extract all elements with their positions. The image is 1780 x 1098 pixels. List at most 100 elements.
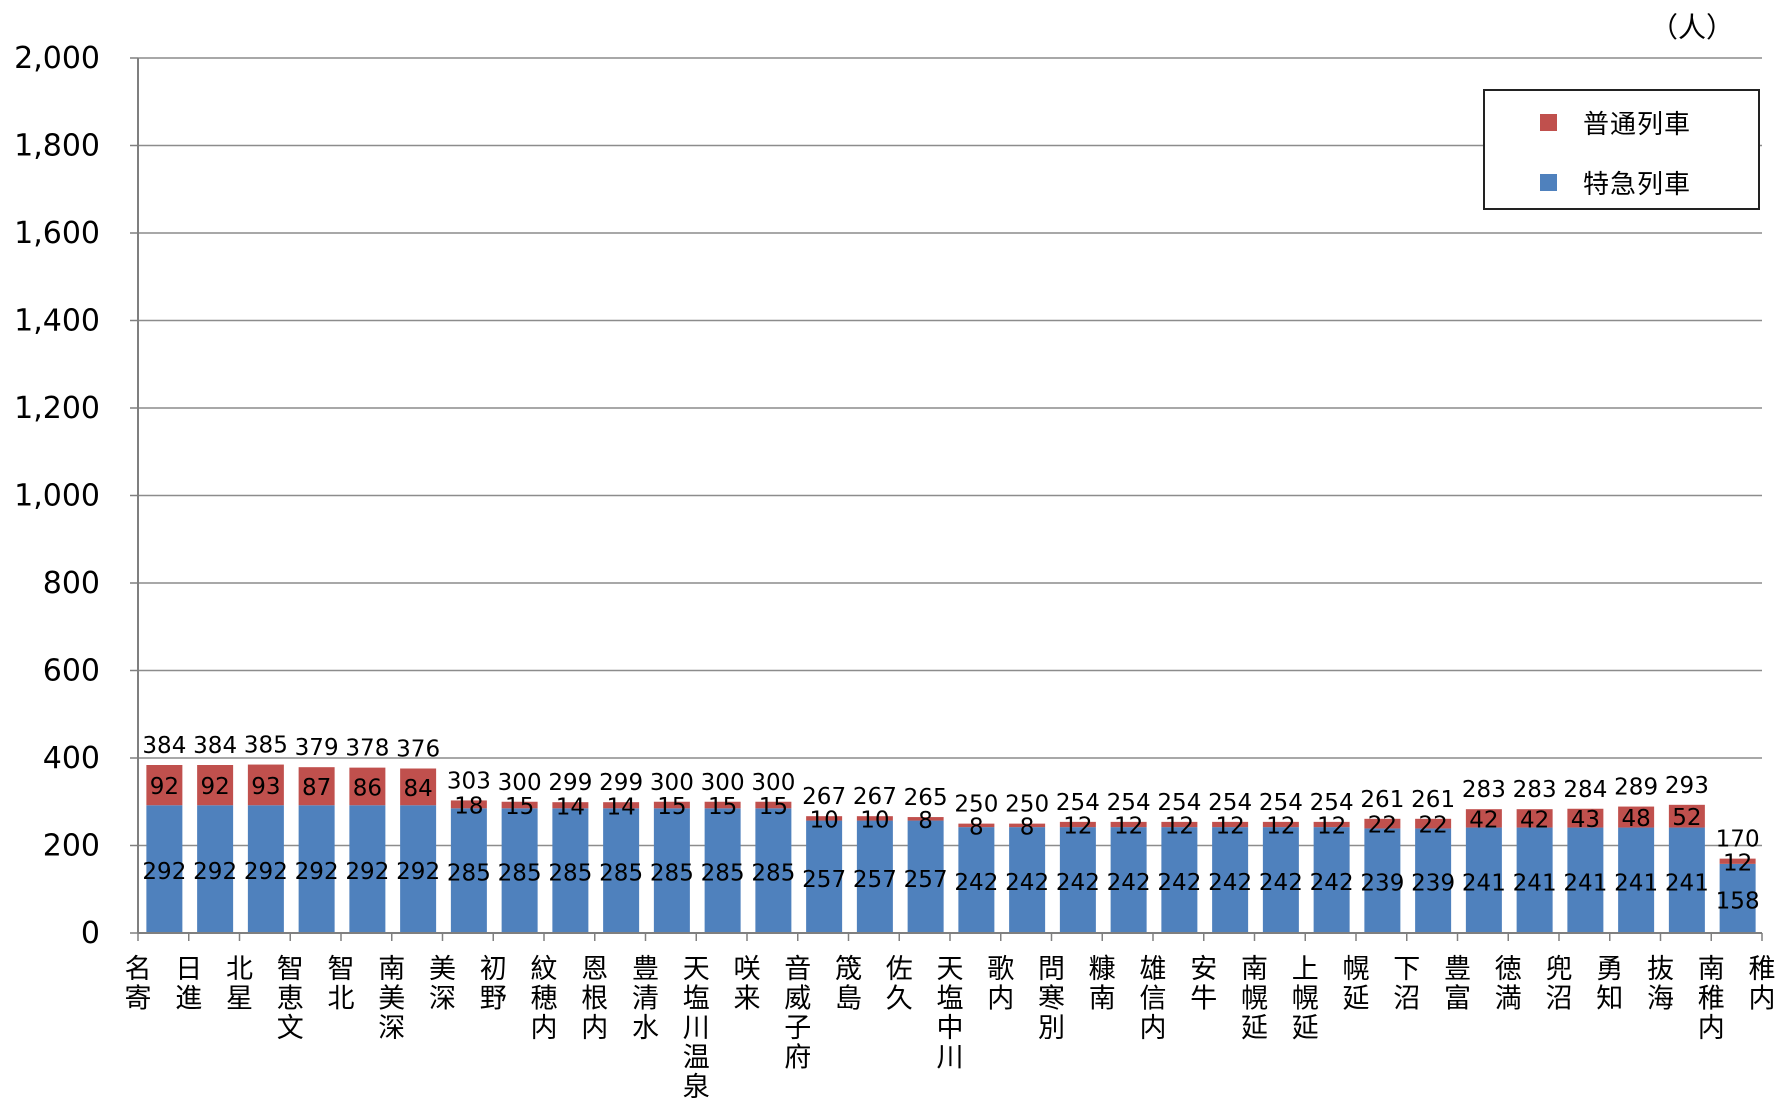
data-label-ordinary: 22 bbox=[1368, 813, 1397, 839]
data-label-ordinary: 52 bbox=[1672, 805, 1701, 831]
data-label-ordinary: 15 bbox=[657, 794, 686, 820]
x-category-label: 豊富 bbox=[1444, 954, 1471, 1015]
legend: 普通列車 特急列車 bbox=[1483, 89, 1760, 210]
x-category-label: 南幌延 bbox=[1241, 954, 1268, 1044]
x-category-label: 美深 bbox=[429, 954, 456, 1015]
data-label-ordinary: 18 bbox=[454, 793, 483, 819]
data-label-ordinary: 12 bbox=[1165, 814, 1194, 840]
bar-ordinary bbox=[146, 765, 183, 806]
data-label-total: 379 bbox=[295, 735, 339, 761]
bar-express bbox=[1212, 827, 1249, 933]
bar-express bbox=[1618, 827, 1655, 933]
legend-swatch-express bbox=[1540, 173, 1557, 191]
data-label-express: 242 bbox=[954, 870, 998, 896]
data-labels: 292 92 384 292 92 384 292 93 385 292 87 379 292 86 378… bbox=[142, 733, 1759, 915]
x-category-label: 智恵文 bbox=[277, 954, 304, 1044]
data-label-ordinary: 12 bbox=[1266, 814, 1295, 840]
bar-ordinary bbox=[247, 764, 284, 806]
bar-express bbox=[1059, 827, 1096, 933]
data-label-total: 254 bbox=[1107, 790, 1151, 816]
x-category-label: 幌延 bbox=[1343, 954, 1370, 1015]
y-tick-label: 0 bbox=[81, 916, 100, 951]
x-category-label: 恩根内 bbox=[581, 954, 608, 1044]
bar-ordinary bbox=[1415, 818, 1452, 829]
bar-ordinary bbox=[1059, 821, 1096, 828]
data-label-total: 303 bbox=[447, 768, 491, 794]
bar-express bbox=[958, 827, 995, 933]
x-category-label: 筬島 bbox=[835, 954, 862, 1015]
data-label-total: 261 bbox=[1411, 787, 1455, 813]
axes bbox=[137, 58, 1763, 941]
data-label-express: 241 bbox=[1462, 870, 1506, 896]
y-tick-label: 600 bbox=[43, 654, 100, 689]
data-label-total: 376 bbox=[396, 737, 440, 763]
bar-ordinary bbox=[653, 801, 690, 809]
bar-express bbox=[1262, 827, 1299, 933]
x-category-label: 勇知 bbox=[1596, 954, 1623, 1015]
data-label-total: 300 bbox=[751, 770, 795, 796]
bar-ordinary bbox=[907, 817, 944, 821]
x-category-label: 稚内 bbox=[1749, 954, 1776, 1015]
bar-ordinary bbox=[501, 801, 538, 809]
bar-express bbox=[552, 808, 589, 933]
data-label-ordinary: 12 bbox=[1215, 814, 1244, 840]
data-label-total: 293 bbox=[1665, 773, 1709, 799]
data-label-ordinary: 42 bbox=[1469, 807, 1498, 833]
data-label-express: 285 bbox=[548, 861, 592, 887]
data-label-total: 300 bbox=[701, 770, 745, 796]
data-label-total: 299 bbox=[548, 770, 592, 796]
data-label-ordinary: 10 bbox=[860, 807, 889, 833]
y-tick-labels: 0 200 400 600 800 1,000 1,200 1,400 1,600 1,800 2,… bbox=[14, 41, 100, 951]
bar-ordinary bbox=[298, 767, 335, 806]
data-label-total: 283 bbox=[1462, 777, 1506, 803]
data-label-ordinary: 14 bbox=[556, 794, 585, 820]
data-label-express: 292 bbox=[396, 859, 440, 885]
x-category-label: 兜沼 bbox=[1546, 954, 1573, 1015]
x-category-label: 智北 bbox=[328, 954, 355, 1015]
bar-express bbox=[653, 808, 690, 933]
x-category-label: 豊清水 bbox=[632, 954, 659, 1044]
x-category-label: 初野 bbox=[480, 954, 507, 1015]
data-label-total: 250 bbox=[954, 792, 998, 818]
data-label-ordinary: 12 bbox=[1317, 814, 1346, 840]
data-label-express: 239 bbox=[1411, 871, 1455, 897]
x-category-label: 上幌延 bbox=[1292, 954, 1319, 1044]
bar-express bbox=[1364, 828, 1401, 933]
data-label-ordinary: 12 bbox=[1114, 814, 1143, 840]
bar-express bbox=[755, 808, 792, 933]
x-category-label: 天塩川温泉 bbox=[683, 954, 710, 1098]
legend-item-ordinary: 普通列車 bbox=[1540, 105, 1692, 140]
bar-ordinary bbox=[1516, 809, 1553, 828]
x-category-label: 南稚内 bbox=[1698, 954, 1725, 1044]
data-label-total: 254 bbox=[1259, 790, 1303, 816]
y-tick-label: 1,000 bbox=[14, 479, 100, 514]
data-label-total: 254 bbox=[1310, 790, 1354, 816]
bar-express bbox=[400, 805, 437, 933]
data-label-express: 242 bbox=[1208, 870, 1252, 896]
y-tick-label: 400 bbox=[43, 741, 100, 776]
bar-express bbox=[197, 805, 234, 933]
data-label-total: 283 bbox=[1513, 777, 1557, 803]
bar-express bbox=[501, 808, 538, 933]
legend-swatch-ordinary bbox=[1540, 113, 1557, 131]
data-label-total: 284 bbox=[1563, 777, 1607, 803]
data-label-express: 241 bbox=[1665, 870, 1709, 896]
data-label-total: 378 bbox=[345, 736, 389, 762]
bar-express bbox=[1516, 827, 1553, 933]
data-label-ordinary: 14 bbox=[606, 794, 635, 820]
data-label-express: 242 bbox=[1056, 870, 1100, 896]
data-label-ordinary: 8 bbox=[918, 808, 933, 834]
data-label-ordinary: 15 bbox=[505, 794, 534, 820]
data-label-total: 267 bbox=[802, 784, 846, 810]
legend-label-ordinary: 普通列車 bbox=[1583, 109, 1692, 140]
bar-ordinary bbox=[755, 801, 792, 809]
bar-ordinary bbox=[400, 768, 437, 806]
data-label-total: 254 bbox=[1157, 790, 1201, 816]
y-tick-label: 1,800 bbox=[14, 129, 100, 164]
bar-express bbox=[1009, 827, 1046, 933]
bar-express bbox=[806, 820, 843, 933]
data-label-express: 242 bbox=[1310, 870, 1354, 896]
bar-ordinary bbox=[1110, 821, 1147, 828]
data-label-total: 299 bbox=[599, 770, 643, 796]
data-label-total: 267 bbox=[853, 784, 897, 810]
